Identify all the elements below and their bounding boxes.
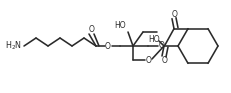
Text: O: O (159, 40, 165, 49)
Text: H$_2$N: H$_2$N (6, 40, 23, 52)
Text: HO: HO (148, 35, 160, 44)
Text: O: O (162, 56, 168, 65)
Text: HO: HO (114, 20, 126, 29)
Text: O: O (172, 10, 178, 19)
Text: O: O (88, 24, 94, 33)
Text: O: O (146, 56, 152, 65)
Text: O: O (105, 41, 111, 50)
